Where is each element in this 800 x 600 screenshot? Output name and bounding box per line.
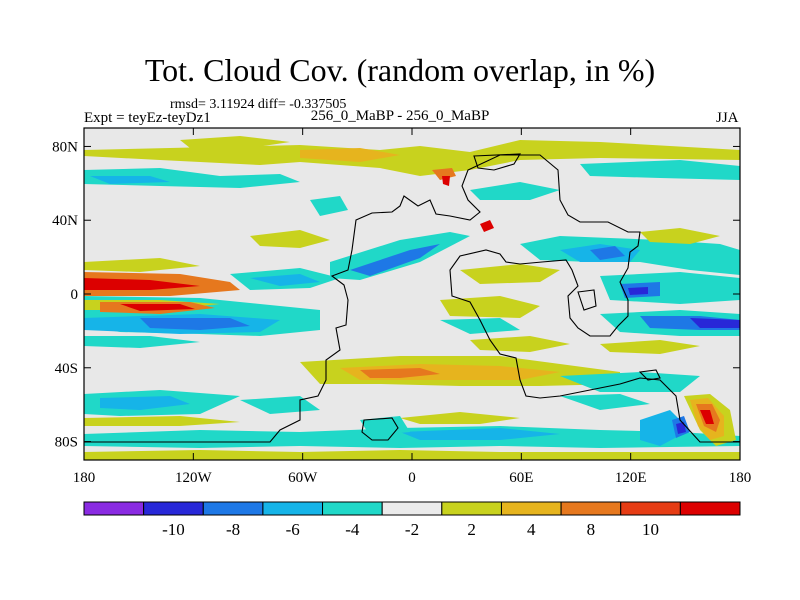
- colorbar-label: -6: [286, 520, 300, 539]
- colorbar-swatch: [500, 501, 562, 516]
- colorbar-label: 10: [642, 520, 659, 539]
- colorbar-swatch: [143, 501, 204, 516]
- colorbar-swatch: [202, 501, 264, 516]
- colorbar-label: 8: [587, 520, 596, 539]
- x-tick-label: 180: [729, 470, 752, 486]
- x-tick-label: 120E: [615, 470, 647, 486]
- colorbar-swatch: [620, 501, 681, 516]
- colorbar-labels: -10 -8 -6 -4 -2 2 4 8 10: [162, 520, 659, 539]
- colorbar-swatch: [262, 501, 324, 516]
- colorbar-swatch: [679, 501, 741, 516]
- axis-tick-labels: 180 120W 60W 0 60E 120E 180 80N 40N 0 40S 80S: [52, 139, 751, 486]
- x-tick-label: 120W: [175, 470, 213, 486]
- land-outline: [84, 153, 740, 443]
- colorbar-label: -4: [345, 520, 360, 539]
- period-label: 256_0_MaBP - 256_0_MaBP: [310, 108, 490, 124]
- colorbar-label: -8: [226, 520, 240, 539]
- x-tick-label: 180: [73, 470, 96, 486]
- colorbar-label: -2: [405, 520, 419, 539]
- colorbar: [83, 501, 741, 516]
- chart-title: Tot. Cloud Cov. (random overlap, in %): [144, 52, 656, 88]
- y-tick-label: 40N: [52, 213, 78, 229]
- x-tick-label: 60W: [288, 470, 318, 486]
- colorbar-swatch: [381, 501, 443, 516]
- x-tick-label: 60E: [509, 470, 533, 486]
- season-label: JJA: [716, 110, 739, 126]
- colorbar-swatch: [441, 501, 502, 516]
- stats-label: rmsd= 3.11924 diff= -0.337505: [170, 97, 347, 112]
- colorbar-swatch: [560, 501, 622, 516]
- axis-ticks: [83, 128, 741, 460]
- contour-fields: [84, 136, 740, 460]
- colorbar-label: 4: [527, 520, 536, 539]
- colorbar-swatch: [322, 501, 383, 516]
- x-tick-label: 0: [408, 470, 416, 486]
- colorbar-swatch: [83, 501, 145, 516]
- y-tick-label: 80N: [52, 139, 78, 155]
- y-tick-label: 80S: [55, 435, 78, 451]
- colorbar-label: -10: [162, 520, 185, 539]
- y-tick-label: 0: [71, 287, 79, 303]
- colorbar-label: 2: [467, 520, 476, 539]
- y-tick-label: 40S: [55, 361, 78, 377]
- experiment-label: Expt = teyEz-teyDz1: [84, 110, 211, 126]
